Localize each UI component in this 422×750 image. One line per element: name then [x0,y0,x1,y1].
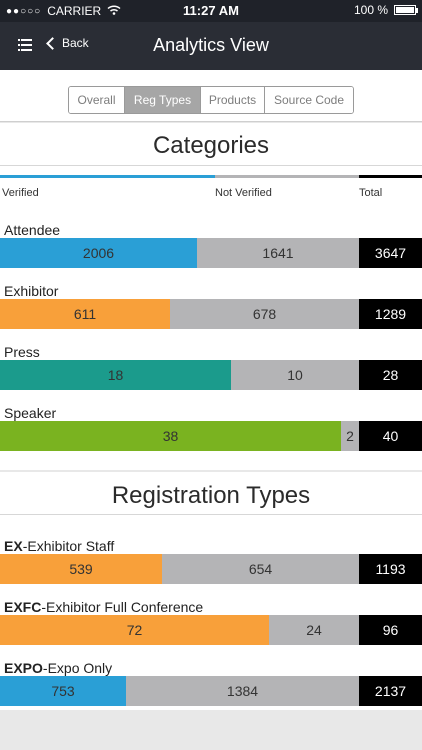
bar-verified: 753 [0,676,126,706]
stacked-bar: 18 10 [0,360,359,390]
segmented-control: Overall Reg Types Products Source Code [68,86,354,114]
bar-total: 2137 [359,676,422,706]
status-time: 11:27 AM [183,3,239,18]
stacked-bar: 753 1384 [0,676,359,706]
bar-not-verified: 1384 [126,676,359,706]
wifi-icon [107,4,121,18]
reg-code: EXFC [4,599,42,615]
legend-total-label: Total [359,187,383,199]
stacked-bar: 2006 1641 [0,238,359,268]
bar-not-verified: 678 [170,299,359,329]
reg-code: EXPO [4,660,43,676]
legend-not-verified-swatch [215,175,359,178]
legend-total-swatch [359,175,422,178]
stacked-bar: 611 678 [0,299,359,329]
bar-verified: 539 [0,554,162,584]
bar-total: 96 [359,615,422,645]
stacked-bar: 539 654 [0,554,359,584]
bar-not-verified: 10 [231,360,359,390]
row-label: Attendee [4,222,61,238]
row-label: EX-Exhibitor Staff [4,538,114,554]
tab-source-code[interactable]: Source Code [265,87,353,113]
bar-total: 1193 [359,554,422,584]
categories-panel: Categories Verified Not Verified Total A… [0,123,422,470]
categories-title: Categories [152,132,270,159]
stacked-bar: 38 2 [0,421,359,451]
legend-verified-label: Verified [2,187,39,199]
page-title: Analytics View [153,35,269,55]
row-label: Speaker [4,405,57,421]
list-menu-icon[interactable] [18,39,32,51]
stacked-bar: 72 24 [0,615,359,645]
row-label: Press [4,344,40,360]
bar-total: 28 [359,360,422,390]
battery-icon [394,5,418,15]
segment-bar: Overall Reg Types Products Source Code [0,70,422,122]
signal-icon: ●●○○○ [6,5,42,17]
back-button[interactable]: Back [46,36,89,50]
reg-description: -Exhibitor Staff [22,538,115,554]
bar-not-verified: 1641 [197,238,359,268]
bar-total: 3647 [359,238,422,268]
bar-verified: 38 [0,421,341,451]
tab-products[interactable]: Products [201,87,265,113]
bar-verified: 2006 [0,238,197,268]
bar-not-verified: 654 [162,554,359,584]
divider [0,514,422,515]
registration-types-title: Registration Types [111,482,311,509]
tab-overall[interactable]: Overall [69,87,125,113]
row-label: EXFC-Exhibitor Full Conference [4,599,203,615]
reg-description: -Expo Only [42,660,113,676]
legend-verified-swatch [0,175,215,178]
reg-description: -Exhibitor Full Conference [41,599,204,615]
reg-code: EX [4,538,23,554]
back-label: Back [62,36,89,50]
legend-not-verified-label: Not Verified [215,187,272,199]
carrier-label: CARRIER [47,4,102,18]
bar-total: 40 [359,421,422,451]
tab-reg-types[interactable]: Reg Types [125,87,201,113]
row-label: Exhibitor [4,283,59,299]
row-label: EXPO-Expo Only [4,660,112,676]
bar-not-verified: 2 [341,421,359,451]
bar-total: 1289 [359,299,422,329]
bar-verified: 611 [0,299,170,329]
bar-verified: 18 [0,360,231,390]
nav-bar: Back Analytics View [0,22,422,70]
bar-verified: 72 [0,615,269,645]
registration-types-panel: Registration Types EX-Exhibitor Staff 539… [0,472,422,710]
battery-percent: 100 % [353,3,388,17]
status-bar: ●●○○○ CARRIER 11:27 AM 100 % [0,0,422,22]
divider [0,165,422,166]
bar-not-verified: 24 [269,615,359,645]
